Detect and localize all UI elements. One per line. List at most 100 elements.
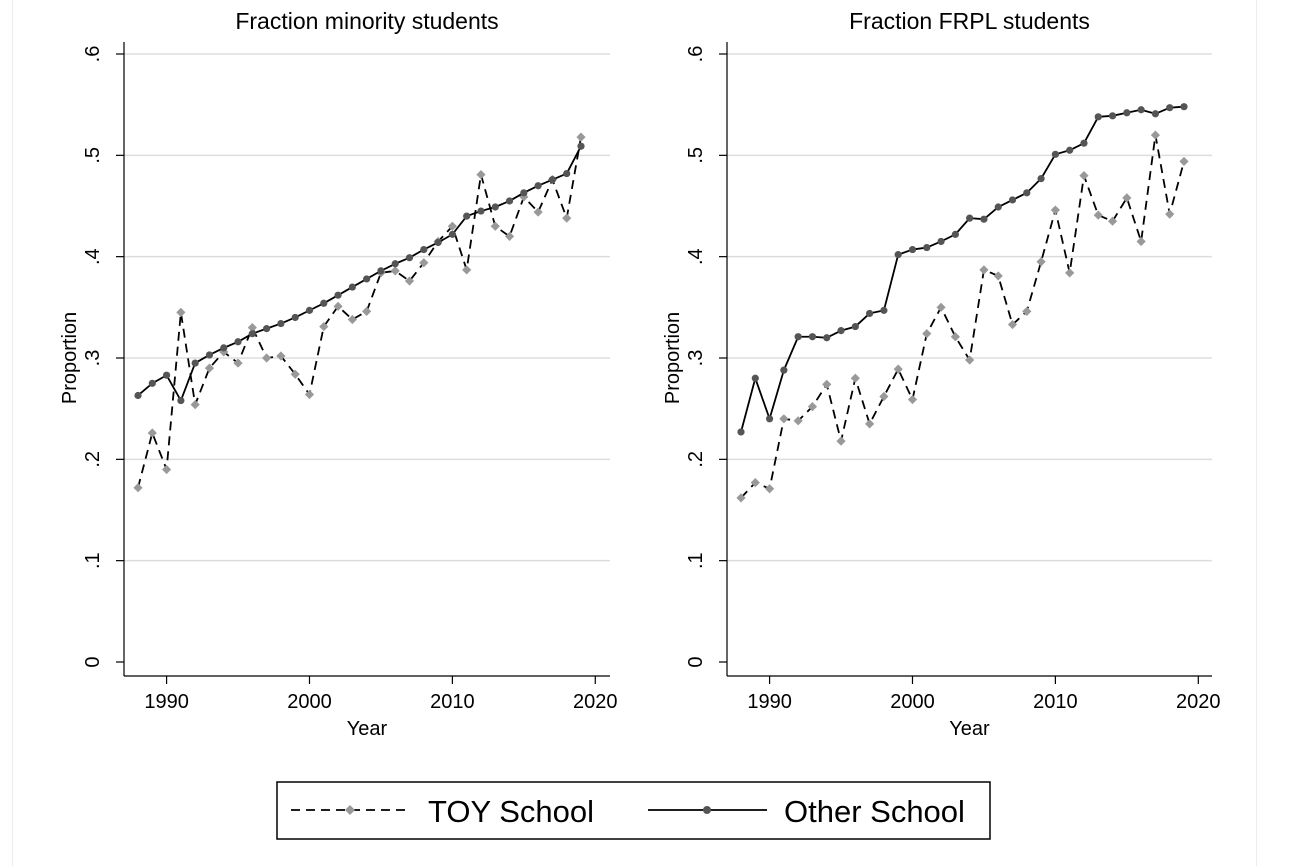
other-school-marker [1123, 109, 1131, 117]
toy-school-marker [993, 271, 1003, 281]
toy-school-marker [247, 323, 257, 333]
other-school-marker [908, 245, 917, 254]
other-school-marker [1137, 106, 1145, 114]
legend-other-label: Other School [784, 794, 965, 829]
toy-school-marker [419, 258, 429, 268]
y-tick-label: 0 [685, 656, 707, 667]
toy-school-marker [1136, 236, 1146, 247]
other-school-marker [894, 251, 902, 259]
legend-toy-marker [345, 805, 355, 815]
other-school-marker [448, 230, 456, 238]
toy-school-marker [447, 221, 457, 231]
other-school-marker [234, 338, 242, 346]
y-tick-label: .2 [82, 451, 104, 468]
toy-school-marker [347, 314, 357, 325]
y-axis-label: Proportion [662, 312, 684, 404]
legend: TOY School Other School [276, 781, 991, 840]
x-tick-label: 2010 [1033, 691, 1078, 713]
other-school-marker [291, 313, 299, 322]
chart-panel-1: 0 .1 .2 .3 .4 .5 .6 1990 2000 2010 2020 Fraction mi… [59, 8, 618, 740]
other-school-marker [1051, 150, 1059, 158]
x-axis-label: Year [949, 718, 990, 740]
toy-school-marker [807, 402, 818, 412]
y-tick-label: .2 [685, 451, 707, 468]
other-school-marker [880, 306, 888, 314]
other-school-marker [1108, 112, 1117, 120]
other-school-marker [191, 359, 199, 367]
other-school-marker [220, 344, 228, 352]
toy-school-marker [462, 265, 472, 275]
toy-school-marker [476, 169, 486, 180]
y-tick-label: .3 [82, 350, 104, 367]
legend-toy-label: TOY School [428, 794, 594, 829]
y-tick-label: .6 [685, 46, 707, 63]
other-school-marker [263, 325, 271, 333]
toy-school-marker [562, 213, 572, 223]
toy-school-marker [304, 389, 315, 400]
other-school-marker [1008, 196, 1017, 204]
y-tick-label: .1 [82, 552, 104, 569]
x-axis-label: Year [347, 718, 388, 740]
y-tick-label: .1 [685, 552, 707, 569]
toy-school-marker [204, 363, 215, 373]
chart-title: Fraction minority students [235, 8, 498, 34]
toy-school-marker [1050, 205, 1060, 215]
toy-school-marker [404, 276, 415, 286]
other-school-marker [808, 333, 817, 341]
other-school-marker [320, 299, 328, 307]
chart-panel-2: 0 .1 .2 .3 .4 .5 .6 1990 2000 2010 2020 Fraction FR… [662, 8, 1221, 740]
toy-school-marker [319, 321, 329, 332]
other-school-marker [148, 379, 156, 387]
toy-school-marker [764, 484, 775, 494]
toy-school-marker [1107, 216, 1118, 226]
toy-school-marker [147, 428, 157, 438]
toy-school-marker [1179, 156, 1189, 167]
toy-school-marker [1165, 209, 1175, 219]
other-school-marker [794, 333, 802, 341]
toy-school-marker [333, 301, 343, 311]
toy-school-marker [161, 464, 172, 475]
other-school-marker [966, 214, 974, 222]
chart-title: Fraction FRPL students [849, 8, 1090, 34]
other-school-marker [923, 243, 931, 252]
other-school-marker [1151, 110, 1160, 118]
other-school-marker [205, 351, 214, 359]
other-school-marker [134, 391, 142, 400]
toy-school-marker [1036, 257, 1046, 267]
other-school-marker [1080, 139, 1088, 147]
toy-school-marker [276, 351, 286, 361]
toy-school-marker [779, 414, 789, 424]
x-tick-label: 2010 [430, 691, 475, 713]
other-school-marker [563, 169, 571, 178]
toy-school-marker [736, 493, 746, 503]
toy-school-marker [922, 329, 932, 339]
other-school-marker [248, 330, 256, 338]
toy-school-marker [893, 364, 903, 374]
other-school-marker [505, 197, 514, 205]
other-school-marker [837, 327, 845, 335]
other-school-marker [780, 366, 788, 374]
other-school-marker [1094, 113, 1102, 121]
toy-school-marker [176, 307, 186, 317]
toy-school-marker [262, 353, 272, 363]
y-axis-label: Proportion [59, 312, 81, 404]
other-school-marker [348, 283, 356, 291]
other-school-marker [477, 207, 485, 215]
toy-school-marker [1150, 130, 1161, 140]
toy-school-marker [850, 373, 860, 383]
toy-school-marker [793, 416, 803, 426]
toy-school-marker [576, 132, 586, 142]
toy-school-marker [233, 358, 243, 368]
other-school-marker [177, 396, 185, 405]
other-school-marker [277, 319, 285, 328]
toy-school-marker [190, 400, 200, 410]
legend-box [276, 781, 991, 840]
other-school-marker [823, 334, 831, 342]
toy-school-marker [390, 266, 400, 276]
other-school-marker [420, 245, 428, 254]
frame-left-edge [12, 0, 13, 866]
other-school-marker [363, 275, 371, 283]
toy-school-marker [907, 394, 918, 405]
y-tick-label: .5 [82, 147, 104, 164]
